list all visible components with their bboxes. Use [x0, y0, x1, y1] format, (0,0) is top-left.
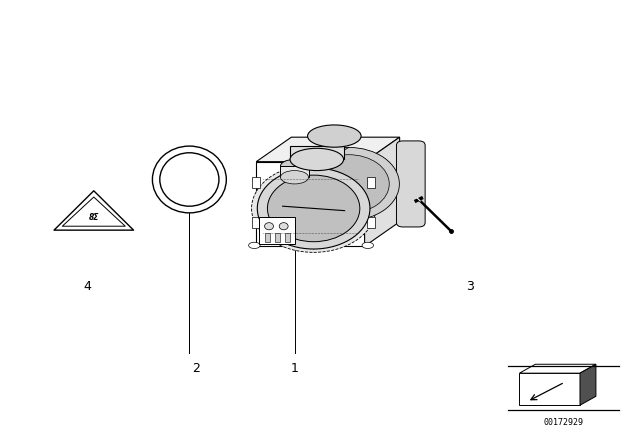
Ellipse shape [280, 159, 308, 173]
Polygon shape [62, 197, 125, 226]
Ellipse shape [257, 168, 370, 249]
Ellipse shape [160, 153, 219, 206]
Ellipse shape [308, 155, 389, 213]
Bar [280, 166, 308, 177]
Ellipse shape [280, 171, 308, 184]
Text: 2: 2 [192, 362, 200, 375]
Text: 4: 4 [83, 280, 92, 293]
Bar [256, 162, 365, 246]
FancyBboxPatch shape [396, 141, 425, 227]
Text: 3: 3 [466, 280, 474, 293]
Bar [290, 146, 344, 159]
Polygon shape [54, 191, 134, 230]
Ellipse shape [248, 242, 260, 249]
Ellipse shape [308, 125, 361, 147]
Bar [285, 233, 290, 242]
Ellipse shape [152, 146, 227, 213]
Ellipse shape [362, 242, 374, 249]
Polygon shape [365, 137, 399, 246]
Bar [259, 217, 294, 244]
Ellipse shape [290, 148, 344, 171]
Polygon shape [256, 137, 399, 162]
Bar [252, 217, 260, 228]
Ellipse shape [298, 147, 399, 220]
Bar [264, 233, 269, 242]
Bar [275, 233, 280, 242]
Text: 00172929: 00172929 [544, 418, 584, 426]
Polygon shape [580, 364, 596, 405]
Ellipse shape [252, 164, 376, 252]
Bar [367, 177, 375, 188]
Bar [367, 217, 375, 228]
Ellipse shape [264, 223, 273, 230]
Text: 1: 1 [291, 362, 298, 375]
Polygon shape [520, 373, 580, 405]
Ellipse shape [279, 223, 288, 230]
Text: 8Σ: 8Σ [88, 213, 99, 222]
Polygon shape [520, 364, 596, 373]
Bar [252, 177, 260, 188]
Ellipse shape [268, 175, 360, 242]
